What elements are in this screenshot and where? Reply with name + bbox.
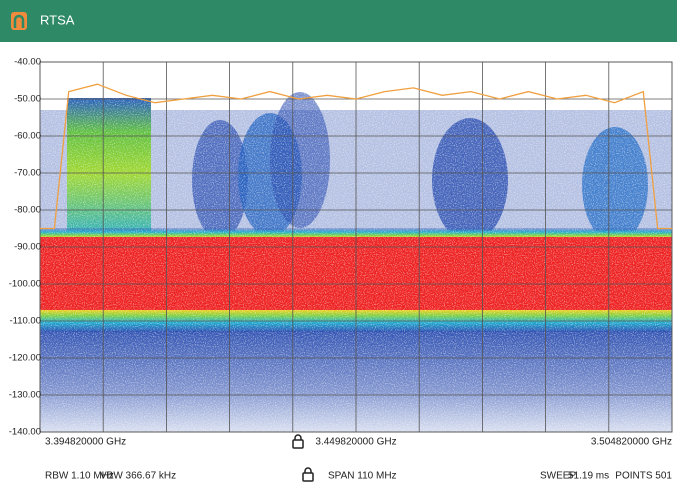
points: POINTS 501 [615, 471, 672, 482]
y-tick-label: -140.00 [9, 427, 41, 438]
sweep-label: SWEEP [540, 471, 576, 482]
x-tick-label: 3.394820000 GHz [45, 437, 126, 448]
y-tick-label: -60.00 [14, 131, 41, 142]
y-tick-label: -120.00 [9, 353, 41, 364]
y-tick-label: -80.00 [14, 205, 41, 216]
vbw: VBW 366.67 kHz [100, 471, 176, 482]
lock-icon[interactable] [302, 467, 314, 482]
x-tick-label: 3.449820000 GHz [315, 437, 396, 448]
sweep-time: 51.19 ms [568, 471, 609, 482]
app-title: RTSA [40, 12, 75, 27]
rbw: RBW 1.10 MHz [45, 471, 114, 482]
app-icon[interactable] [11, 12, 27, 30]
y-tick-label: -130.00 [9, 390, 41, 401]
y-tick-label: -110.00 [9, 316, 41, 327]
max-hold-trace [40, 83, 672, 230]
lock-icon[interactable] [292, 434, 304, 449]
app-bar [0, 0, 677, 42]
x-tick-label: 3.504820000 GHz [591, 437, 672, 448]
y-tick-label: -40.00 [14, 57, 41, 68]
y-tick-label: -90.00 [14, 242, 41, 253]
y-tick-label: -50.00 [14, 94, 41, 105]
y-tick-label: -70.00 [14, 168, 41, 179]
y-tick-label: -100.00 [9, 279, 41, 290]
app-icon-glyph [13, 14, 25, 28]
span: SPAN 110 MHz [328, 471, 397, 482]
